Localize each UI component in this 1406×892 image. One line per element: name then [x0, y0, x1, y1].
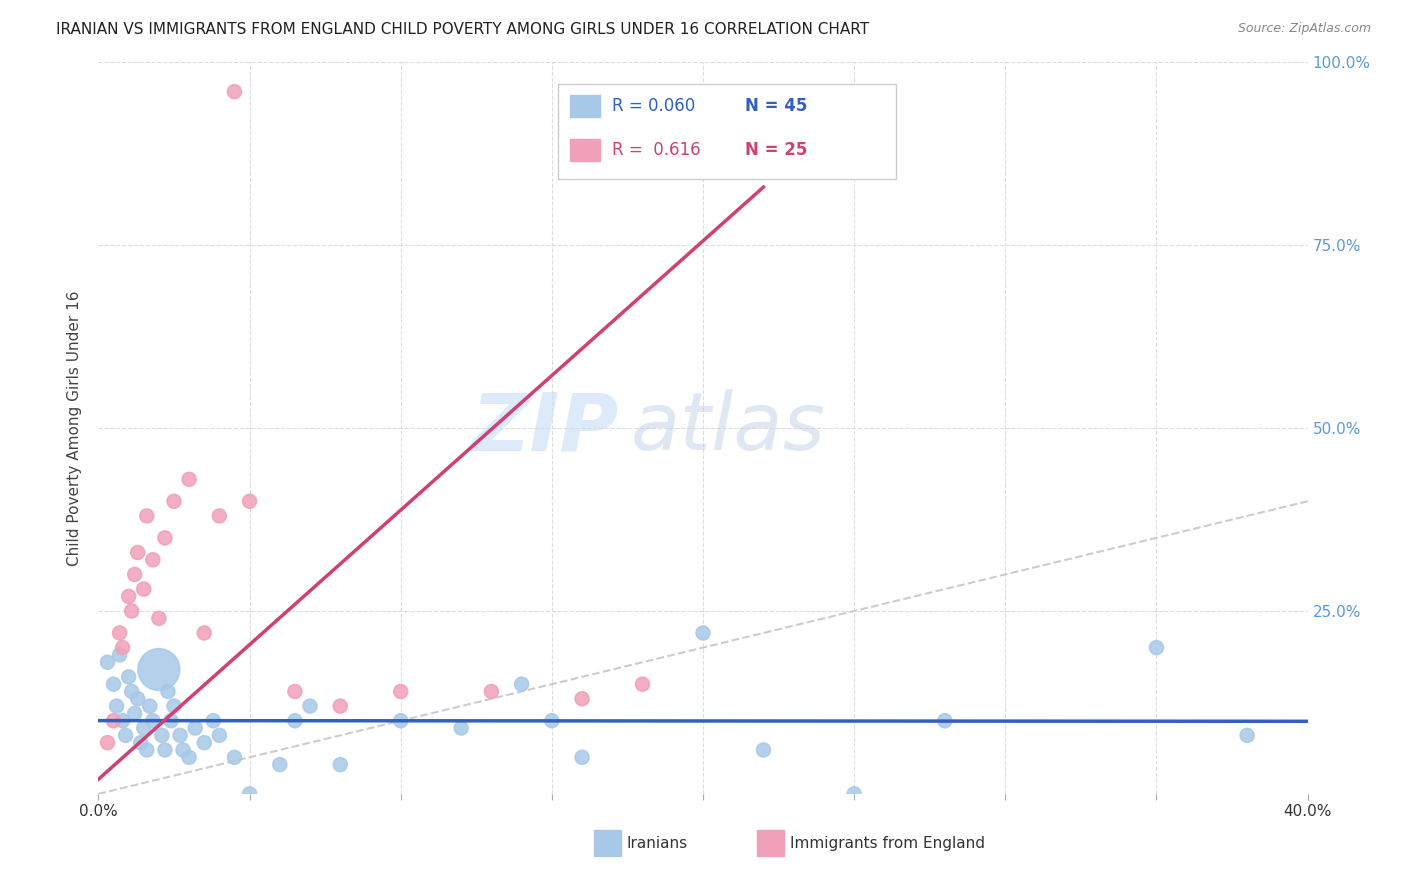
Point — [631, 677, 654, 691]
Point — [752, 743, 775, 757]
Point — [111, 640, 134, 655]
Point — [450, 721, 472, 735]
Point — [193, 626, 215, 640]
Text: atlas: atlas — [630, 389, 825, 467]
Bar — [569, 95, 600, 118]
Point — [148, 663, 170, 677]
Text: N = 45: N = 45 — [745, 97, 807, 115]
Text: N = 25: N = 25 — [745, 141, 807, 159]
Point — [105, 699, 128, 714]
Text: ZIP: ZIP — [471, 389, 619, 467]
Point — [844, 787, 866, 801]
Point — [172, 743, 194, 757]
Point — [169, 728, 191, 742]
Point — [127, 545, 149, 559]
Point — [389, 714, 412, 728]
Y-axis label: Child Poverty Among Girls Under 16: Child Poverty Among Girls Under 16 — [67, 291, 83, 566]
Point — [156, 684, 179, 698]
Point — [510, 677, 533, 691]
Point — [135, 508, 157, 523]
Point — [153, 531, 176, 545]
Point — [96, 655, 118, 669]
Point — [108, 626, 131, 640]
Point — [179, 750, 201, 764]
Point — [202, 714, 225, 728]
Point — [269, 757, 291, 772]
Point — [239, 787, 262, 801]
Point — [142, 714, 165, 728]
Point — [150, 728, 173, 742]
Point — [118, 590, 141, 604]
Text: IRANIAN VS IMMIGRANTS FROM ENGLAND CHILD POVERTY AMONG GIRLS UNDER 16 CORRELATIO: IRANIAN VS IMMIGRANTS FROM ENGLAND CHILD… — [56, 22, 869, 37]
Point — [124, 706, 146, 721]
Bar — [595, 830, 621, 856]
Point — [111, 714, 134, 728]
Text: Source: ZipAtlas.com: Source: ZipAtlas.com — [1237, 22, 1371, 36]
Point — [103, 677, 125, 691]
Text: Iranians: Iranians — [627, 836, 688, 851]
Point — [118, 670, 141, 684]
Point — [224, 750, 246, 764]
Bar — [569, 139, 600, 161]
Point — [1144, 640, 1167, 655]
Point — [540, 714, 562, 728]
Point — [389, 684, 412, 698]
Point — [284, 684, 307, 698]
Point — [153, 743, 176, 757]
Point — [1236, 728, 1258, 742]
Point — [142, 553, 165, 567]
Point — [121, 604, 143, 618]
Point — [163, 699, 186, 714]
Point — [481, 684, 503, 698]
Text: Immigrants from England: Immigrants from England — [790, 836, 986, 851]
Point — [135, 743, 157, 757]
Point — [124, 567, 146, 582]
Point — [148, 611, 170, 625]
Point — [692, 626, 714, 640]
Point — [132, 721, 155, 735]
Point — [129, 736, 152, 750]
Point — [139, 699, 162, 714]
Point — [329, 699, 352, 714]
Point — [108, 648, 131, 662]
Point — [208, 508, 231, 523]
Point — [299, 699, 322, 714]
Point — [193, 736, 215, 750]
Bar — [758, 830, 785, 856]
Point — [103, 714, 125, 728]
Text: R = 0.060: R = 0.060 — [613, 97, 696, 115]
Point — [121, 684, 143, 698]
Point — [571, 691, 593, 706]
FancyBboxPatch shape — [558, 85, 897, 179]
Point — [208, 728, 231, 742]
Point — [163, 494, 186, 508]
Point — [127, 691, 149, 706]
Text: R =  0.616: R = 0.616 — [613, 141, 702, 159]
Point — [284, 714, 307, 728]
Point — [114, 728, 136, 742]
Point — [239, 494, 262, 508]
Point — [184, 721, 207, 735]
Point — [132, 582, 155, 596]
Point — [179, 472, 201, 486]
Point — [571, 750, 593, 764]
Point — [160, 714, 183, 728]
Point — [329, 757, 352, 772]
Point — [934, 714, 956, 728]
Point — [224, 85, 246, 99]
Point — [96, 736, 118, 750]
